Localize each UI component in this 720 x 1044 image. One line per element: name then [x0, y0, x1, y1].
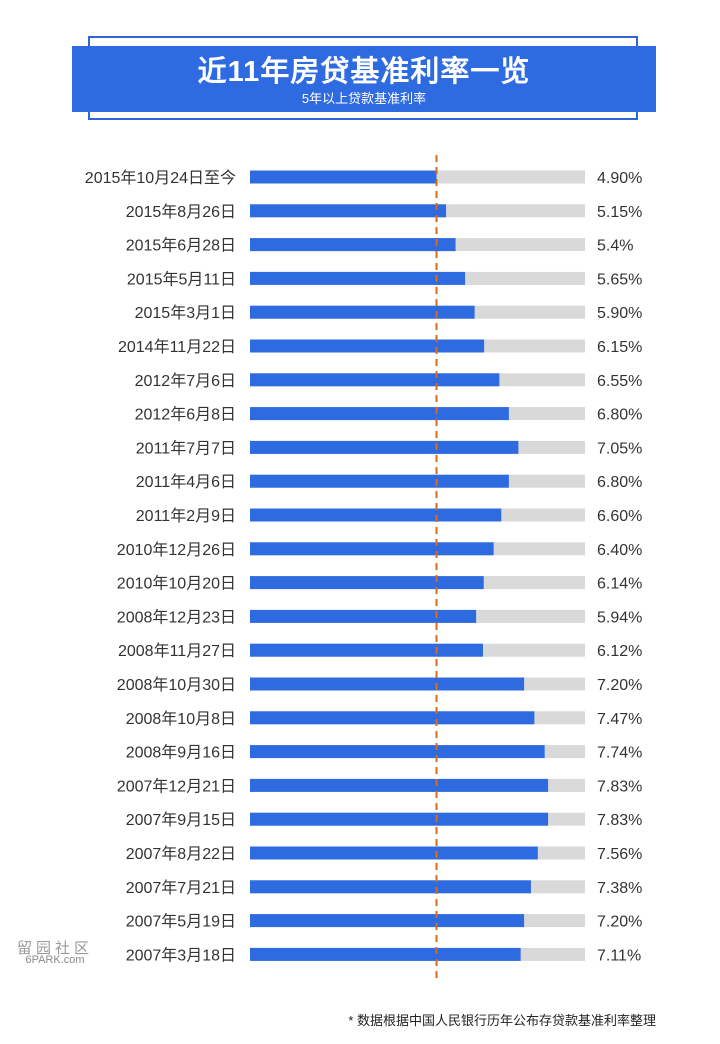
category-label: 2008年10月8日: [126, 710, 236, 728]
header-banner: 近11年房贷基准利率一览 5年以上贷款基准利率: [72, 46, 656, 112]
rate-bar: [250, 745, 545, 759]
category-label: 2008年10月30日: [117, 676, 236, 694]
category-label: 2011年2月9日: [136, 507, 236, 525]
category-label: 2015年3月1日: [135, 304, 236, 322]
rate-bar: [250, 677, 525, 691]
category-label: 2011年4月6日: [136, 473, 236, 491]
rate-bar: [250, 576, 484, 590]
watermark-site: 6PARK.com: [25, 954, 85, 966]
rate-bar: [250, 914, 525, 928]
category-label: 2007年3月18日: [126, 946, 236, 964]
rate-bar: [250, 711, 535, 725]
rate-bar: [250, 440, 519, 454]
value-label: 6.60%: [597, 508, 642, 525]
value-label: 5.65%: [597, 271, 642, 288]
rate-bar: [250, 204, 447, 218]
rate-bar: [250, 271, 466, 285]
value-label: 7.20%: [597, 914, 642, 931]
rate-bar: [250, 846, 538, 860]
rate-bar: [250, 305, 475, 319]
rate-bar: [250, 947, 521, 961]
category-label: 2012年7月6日: [135, 372, 236, 390]
value-label: 5.4%: [597, 238, 633, 255]
footnote: * 数据根据中国人民银行历年公布存贷款基准利率整理: [348, 1013, 656, 1028]
value-label: 5.94%: [597, 609, 642, 626]
rate-bar: [250, 643, 483, 657]
value-label: 6.15%: [597, 339, 642, 356]
rate-bar: [250, 880, 531, 894]
value-label: 6.14%: [597, 576, 642, 593]
rate-bar: [250, 373, 500, 387]
category-label: 2008年9月16日: [126, 744, 236, 762]
category-label: 2008年12月23日: [117, 608, 236, 626]
value-label: 6.80%: [597, 407, 642, 424]
value-label: 5.15%: [597, 204, 642, 221]
category-label: 2007年5月19日: [126, 913, 236, 931]
value-label: 7.47%: [597, 711, 642, 728]
value-label: 7.56%: [597, 846, 642, 863]
rate-bar: [250, 238, 456, 252]
rate-bar: [250, 812, 549, 826]
rate-bar: [250, 542, 494, 556]
value-label: 7.83%: [597, 812, 642, 829]
chart-subtitle: 5年以上贷款基准利率: [301, 91, 427, 106]
category-label: 2007年7月21日: [126, 879, 236, 897]
category-label: 2015年6月28日: [126, 237, 236, 255]
category-label: 2010年10月20日: [117, 575, 236, 593]
category-label: 2015年10月24日至今: [85, 169, 236, 187]
value-label: 6.80%: [597, 474, 642, 491]
rate-bar: [250, 407, 509, 421]
rate-bar: [250, 609, 477, 623]
rate-bar-chart: 2015年10月24日至今 4.90% 2015年8月26日 5.15% 2015年6月…: [85, 155, 642, 980]
rate-bar: [250, 339, 485, 353]
rate-bar: [250, 508, 502, 522]
rate-bar: [250, 474, 509, 488]
category-label: 2015年5月11日: [127, 270, 236, 288]
category-label: 2010年12月26日: [117, 541, 236, 559]
category-label: 2007年9月15日: [126, 811, 236, 829]
value-label: 6.55%: [597, 373, 642, 390]
value-label: 7.74%: [597, 745, 642, 762]
value-label: 4.90%: [597, 170, 642, 187]
value-label: 7.38%: [597, 880, 642, 897]
rate-bar: [250, 170, 437, 184]
rate-bar: [250, 778, 549, 792]
watermark-chars: 留园社区: [16, 939, 93, 957]
chart-title: 近11年房贷基准利率一览: [197, 56, 531, 88]
value-label: 7.05%: [597, 440, 642, 457]
category-label: 2007年8月22日: [126, 845, 236, 863]
category-label: 2012年6月8日: [135, 406, 236, 424]
value-label: 7.11%: [597, 947, 641, 964]
category-label: 2007年12月21日: [117, 777, 236, 795]
value-label: 6.40%: [597, 542, 642, 559]
category-label: 2011年7月7日: [136, 439, 236, 457]
value-label: 5.90%: [597, 305, 642, 322]
value-label: 7.83%: [597, 778, 642, 795]
category-label: 2008年11月27日: [118, 642, 236, 660]
watermark: 留园社区 6PARK.com: [12, 939, 98, 967]
value-label: 6.12%: [597, 643, 642, 660]
category-label: 2015年8月26日: [126, 203, 236, 221]
value-label: 7.20%: [597, 677, 642, 694]
category-label: 2014年11月22日: [118, 338, 236, 356]
